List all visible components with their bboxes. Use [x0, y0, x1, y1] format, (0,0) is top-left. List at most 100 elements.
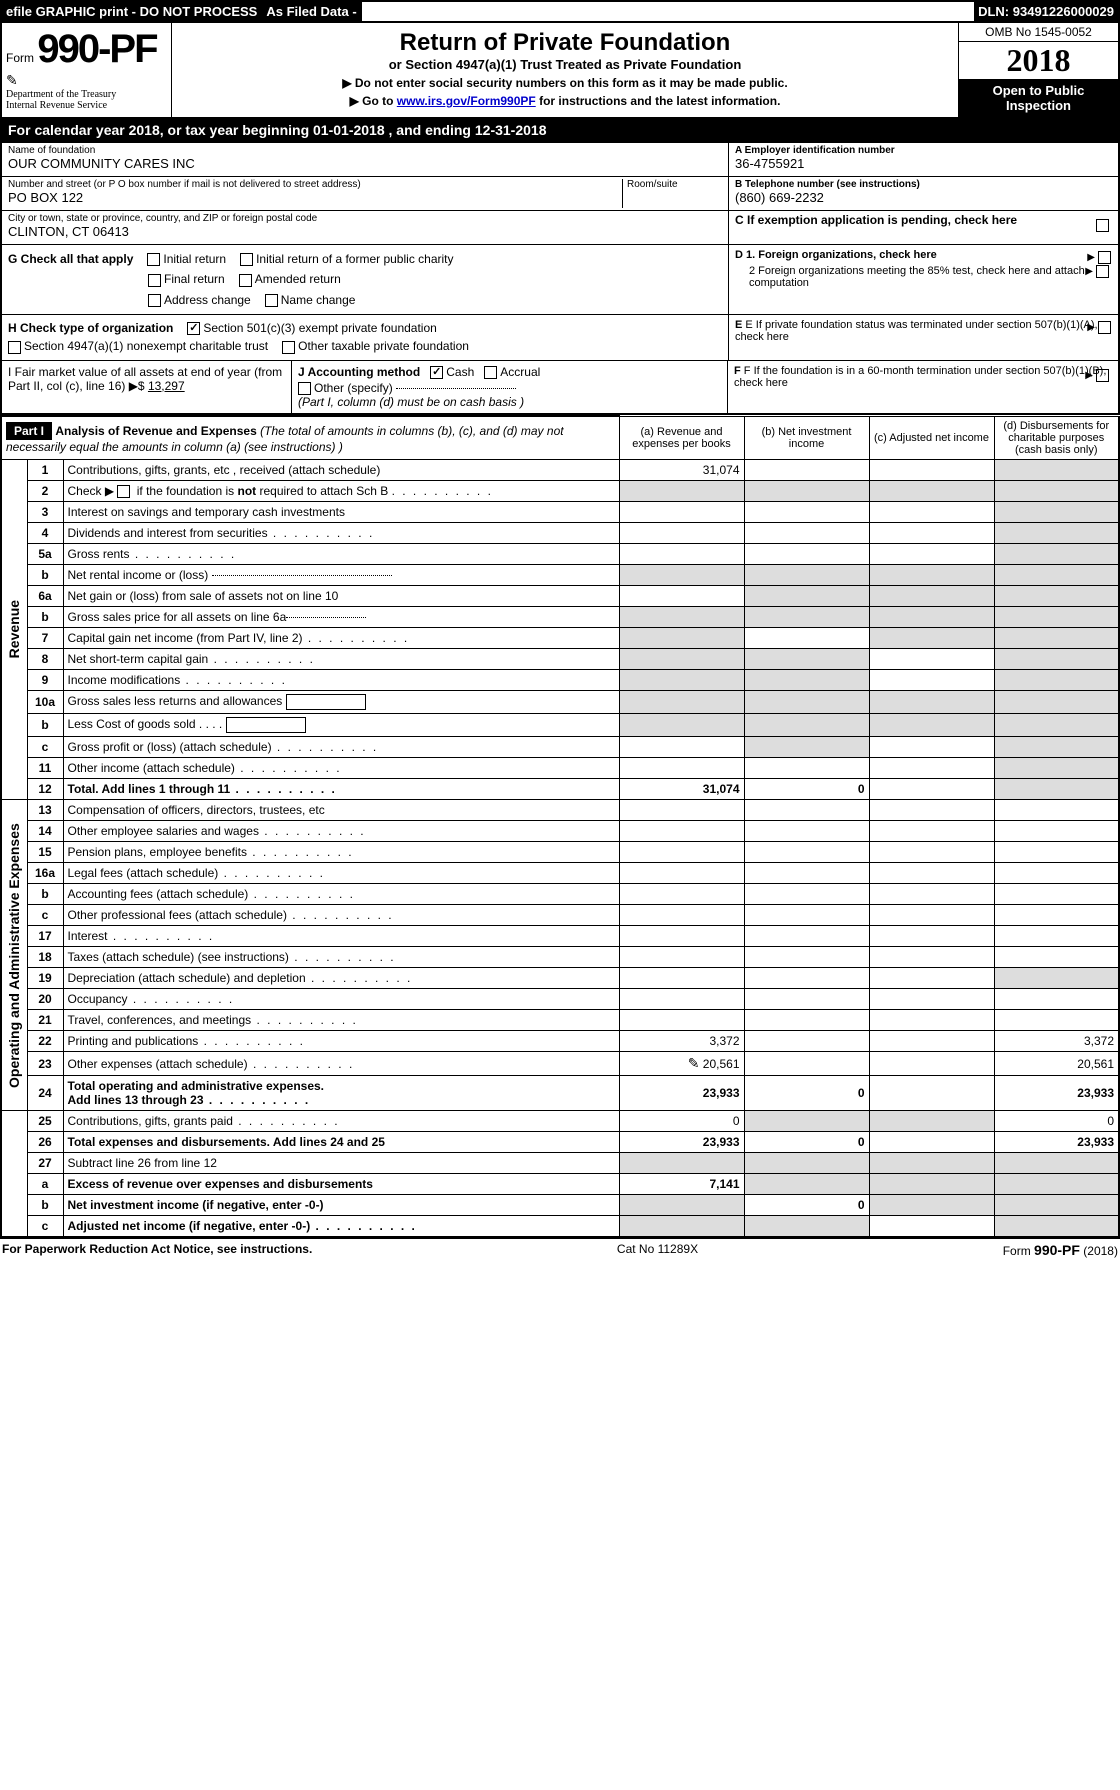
- g1-checkbox[interactable]: [147, 253, 160, 266]
- omb-number: OMB No 1545-0052: [959, 23, 1118, 42]
- irs-link[interactable]: www.irs.gov/Form990PF: [397, 94, 536, 108]
- ssn-warning: ▶ Do not enter social security numbers o…: [182, 76, 948, 90]
- g1: Initial return: [163, 252, 226, 266]
- r23-n: 23: [27, 1052, 63, 1076]
- g4: Amended return: [255, 272, 341, 286]
- r7-d: Capital gain net income (from Part IV, l…: [63, 628, 619, 649]
- expenses-side-label: Operating and Administrative Expenses: [1, 800, 27, 1111]
- goto-pre: ▶ Go to: [350, 94, 397, 108]
- r1-a: 31,074: [619, 459, 744, 480]
- g3-checkbox[interactable]: [148, 274, 161, 287]
- h1: Section 501(c)(3) exempt private foundat…: [203, 321, 436, 335]
- g2-checkbox[interactable]: [240, 253, 253, 266]
- r11-d: Other income (attach schedule): [63, 758, 619, 779]
- e-checkbox[interactable]: [1098, 321, 1111, 334]
- r25-n: 25: [27, 1111, 63, 1132]
- foundation-name-row: Name of foundation OUR COMMUNITY CARES I…: [2, 143, 728, 177]
- r10a-d: Gross sales less returns and allowances: [63, 691, 619, 714]
- r2-checkbox[interactable]: [117, 485, 130, 498]
- r22-n: 22: [27, 1031, 63, 1052]
- addr-label: Number and street (or P O box number if …: [8, 179, 622, 190]
- r26-a: 23,933: [619, 1132, 744, 1153]
- r5a-n: 5a: [27, 544, 63, 565]
- r12-d: Total. Add lines 1 through 11: [63, 779, 619, 800]
- r24-a: 23,933: [619, 1076, 744, 1111]
- h2-checkbox[interactable]: [8, 341, 21, 354]
- r23-d-val: 20,561: [994, 1052, 1119, 1076]
- part1-table: Part I Analysis of Revenue and Expenses …: [0, 415, 1120, 1238]
- tel-value: (860) 669-2232: [735, 190, 1112, 205]
- j-accrual-checkbox[interactable]: [484, 366, 497, 379]
- r27b-n: b: [27, 1195, 63, 1216]
- r17-d: Interest: [63, 926, 619, 947]
- r11-n: 11: [27, 758, 63, 779]
- form-word: Form: [6, 51, 34, 65]
- header-left: Form 990-PF ✎ Department of the Treasury…: [2, 23, 172, 117]
- irs: Internal Revenue Service: [6, 100, 167, 111]
- as-filed: As Filed Data -: [262, 2, 361, 21]
- h1-checkbox[interactable]: [187, 322, 200, 335]
- r10c-d: Gross profit or (loss) (attach schedule): [63, 737, 619, 758]
- r15-d: Pension plans, employee benefits: [63, 842, 619, 863]
- r16b-d: Accounting fees (attach schedule): [63, 884, 619, 905]
- pencil-icon: ✎: [6, 72, 167, 89]
- room-label: Room/suite: [627, 179, 722, 190]
- j-note: (Part I, column (d) must be on cash basi…: [298, 395, 524, 409]
- footer-right: Form 990-PF (2018): [1003, 1242, 1118, 1258]
- city-label: City or town, state or province, country…: [8, 213, 722, 224]
- r12-a: 31,074: [619, 779, 744, 800]
- g4-checkbox[interactable]: [239, 274, 252, 287]
- g5-checkbox[interactable]: [148, 294, 161, 307]
- r4-n: 4: [27, 523, 63, 544]
- r24-d-val: 23,933: [994, 1076, 1119, 1111]
- r8-d: Net short-term capital gain: [63, 649, 619, 670]
- pencil-icon-2: ✎: [688, 1055, 700, 1071]
- r19-n: 19: [27, 968, 63, 989]
- goto-instr: ▶ Go to www.irs.gov/Form990PF for instru…: [182, 94, 948, 108]
- dln-label: DLN:: [978, 4, 1009, 19]
- r9-d: Income modifications: [63, 670, 619, 691]
- cal-end: 12-31-2018: [475, 122, 547, 138]
- g6-checkbox[interactable]: [265, 294, 278, 307]
- footer-mid: Cat No 11289X: [617, 1242, 698, 1258]
- city-row: City or town, state or province, country…: [2, 211, 728, 245]
- r10b-d: Less Cost of goods sold . . . .: [63, 714, 619, 737]
- r5b-n: b: [27, 565, 63, 586]
- dept-treasury: Department of the Treasury: [6, 89, 167, 100]
- name-label: Name of foundation: [8, 145, 722, 156]
- d2-checkbox[interactable]: [1096, 265, 1109, 278]
- ein-label: A Employer identification number: [735, 145, 1112, 156]
- d2-label: 2 Foreign organizations meeting the 85% …: [749, 265, 1085, 289]
- r27a-a: 7,141: [619, 1174, 744, 1195]
- address-row: Number and street (or P O box number if …: [2, 177, 728, 211]
- r26-n: 26: [27, 1132, 63, 1153]
- r22-d-val: 3,372: [994, 1031, 1119, 1052]
- tel-row: B Telephone number (see instructions) (8…: [729, 177, 1118, 211]
- r13-d: Compensation of officers, directors, tru…: [63, 800, 619, 821]
- r5a-d: Gross rents: [63, 544, 619, 565]
- r10c-n: c: [27, 737, 63, 758]
- r27-d: Subtract line 26 from line 12: [63, 1153, 619, 1174]
- f-checkbox[interactable]: [1096, 369, 1109, 382]
- r3-n: 3: [27, 502, 63, 523]
- form-header: Form 990-PF ✎ Department of the Treasury…: [0, 23, 1120, 119]
- r19-d: Depreciation (attach schedule) and deple…: [63, 968, 619, 989]
- r10a-n: 10a: [27, 691, 63, 714]
- efile-notice: efile GRAPHIC print - DO NOT PROCESS: [2, 2, 262, 21]
- open-public-badge: Open to Public Inspection: [959, 79, 1118, 117]
- d1-checkbox[interactable]: [1098, 251, 1111, 264]
- r6a-d: Net gain or (loss) from sale of assets n…: [63, 586, 619, 607]
- top-bar: efile GRAPHIC print - DO NOT PROCESS As …: [0, 0, 1120, 23]
- j-label: J Accounting method: [298, 365, 420, 379]
- j-other-checkbox[interactable]: [298, 382, 311, 395]
- dln-value: 93491226000029: [1013, 4, 1114, 19]
- r26-b: 0: [744, 1132, 869, 1153]
- r16a-d: Legal fees (attach schedule): [63, 863, 619, 884]
- j-cash-checkbox[interactable]: [430, 366, 443, 379]
- r8-n: 8: [27, 649, 63, 670]
- h3-checkbox[interactable]: [282, 341, 295, 354]
- r12-n: 12: [27, 779, 63, 800]
- h-e-row: H Check type of organization Section 501…: [0, 315, 1120, 361]
- c-checkbox[interactable]: [1096, 219, 1109, 232]
- r9-n: 9: [27, 670, 63, 691]
